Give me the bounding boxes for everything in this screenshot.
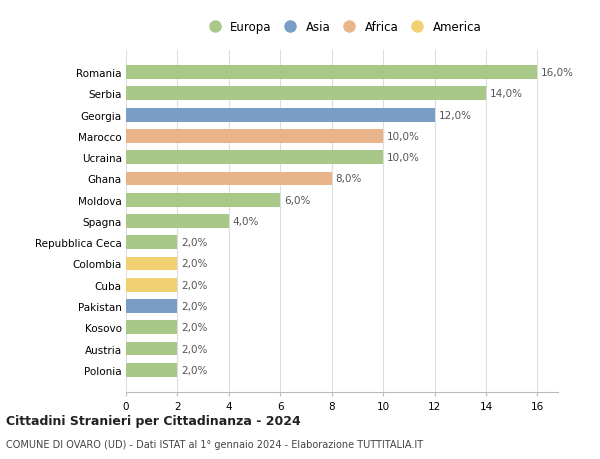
Bar — [126, 66, 538, 80]
Legend: Europa, Asia, Africa, America: Europa, Asia, Africa, America — [200, 19, 484, 36]
Bar — [126, 151, 383, 165]
Text: 10,0%: 10,0% — [387, 153, 420, 163]
Text: 2,0%: 2,0% — [181, 280, 208, 290]
Text: COMUNE DI OVARO (UD) - Dati ISTAT al 1° gennaio 2024 - Elaborazione TUTTITALIA.I: COMUNE DI OVARO (UD) - Dati ISTAT al 1° … — [6, 440, 423, 449]
Text: Cittadini Stranieri per Cittadinanza - 2024: Cittadini Stranieri per Cittadinanza - 2… — [6, 414, 301, 428]
Text: 2,0%: 2,0% — [181, 238, 208, 248]
Text: 2,0%: 2,0% — [181, 323, 208, 333]
Bar — [126, 193, 280, 207]
Bar — [126, 172, 332, 186]
Text: 6,0%: 6,0% — [284, 195, 311, 205]
Bar — [126, 130, 383, 144]
Bar — [126, 214, 229, 229]
Text: 8,0%: 8,0% — [335, 174, 362, 184]
Text: 10,0%: 10,0% — [387, 132, 420, 141]
Text: 12,0%: 12,0% — [439, 110, 472, 120]
Text: 16,0%: 16,0% — [541, 68, 574, 78]
Bar — [126, 363, 178, 377]
Bar — [126, 299, 178, 313]
Text: 4,0%: 4,0% — [233, 217, 259, 226]
Bar — [126, 108, 434, 122]
Text: 14,0%: 14,0% — [490, 89, 523, 99]
Text: 2,0%: 2,0% — [181, 259, 208, 269]
Bar — [126, 87, 486, 101]
Bar — [126, 278, 178, 292]
Bar — [126, 257, 178, 271]
Bar — [126, 342, 178, 356]
Bar — [126, 236, 178, 250]
Text: 2,0%: 2,0% — [181, 365, 208, 375]
Bar — [126, 321, 178, 335]
Text: 2,0%: 2,0% — [181, 302, 208, 311]
Text: 2,0%: 2,0% — [181, 344, 208, 354]
